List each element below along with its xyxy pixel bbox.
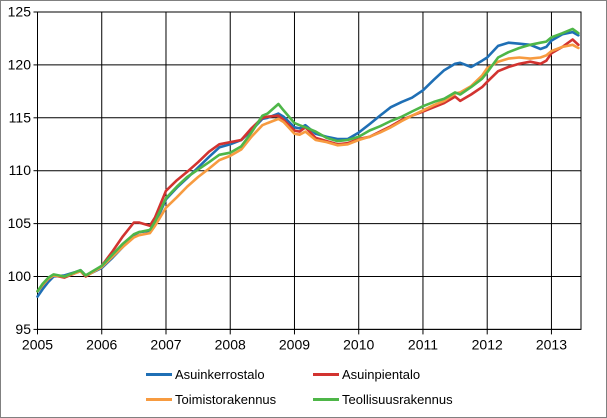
x-tick-label: 2009	[279, 336, 310, 352]
legend-line-toimistorakennus-icon	[146, 397, 172, 401]
legend-label-asuinpientalo: Asuinpientalo	[342, 366, 421, 382]
legend-item-asuinpientalo: Asuinpientalo	[313, 366, 420, 382]
y-tick-label: 125	[8, 4, 32, 20]
series-line-toimistorakennus	[36, 43, 580, 293]
legend-item-teollisuusrakennus: Teollisuusrakennus	[313, 391, 453, 407]
y-tick-label: 95	[15, 321, 31, 337]
legend-line-asuinpientalo-icon	[313, 372, 339, 376]
legend-item-asuinkerrostalo: Asuinkerrostalo	[146, 366, 265, 382]
y-tick-label: 105	[8, 215, 32, 231]
y-tick-label: 100	[8, 268, 32, 284]
legend-line-teollisuusrakennus-icon	[313, 397, 339, 401]
legend-label-teollisuusrakennus: Teollisuusrakennus	[342, 391, 453, 407]
line-chart: 95 100 105 110 115 120 125 2005 2006 2007 2008 2009…	[8, 4, 582, 352]
x-tick-label: 2011	[408, 336, 438, 352]
legend-label-toimistorakennus: Toimistorakennus	[175, 391, 277, 407]
legend-item-toimistorakennus: Toimistorakennus	[146, 391, 276, 407]
y-tick-label: 115	[9, 109, 32, 125]
x-tick-label: 2005	[22, 336, 53, 352]
legend-line-asuinkerrostalo-icon	[146, 372, 172, 376]
x-tick-label: 2007	[150, 336, 181, 352]
y-tick-label: 120	[8, 56, 32, 72]
series-line-teollisuusrakennus	[36, 27, 580, 293]
x-tick-label: 2008	[215, 336, 246, 352]
x-tick-label: 2006	[86, 336, 117, 352]
x-tick-label: 2010	[343, 336, 374, 352]
y-tick-label: 110	[9, 162, 32, 178]
x-tick-label: 2012	[472, 336, 503, 352]
x-tick-label: 2013	[536, 336, 567, 352]
legend-label-asuinkerrostalo: Asuinkerrostalo	[175, 366, 265, 382]
series-line-asuinpientalo	[36, 38, 580, 293]
plot-border	[37, 11, 582, 330]
